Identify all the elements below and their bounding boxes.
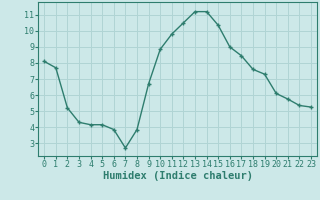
- X-axis label: Humidex (Indice chaleur): Humidex (Indice chaleur): [103, 171, 252, 181]
